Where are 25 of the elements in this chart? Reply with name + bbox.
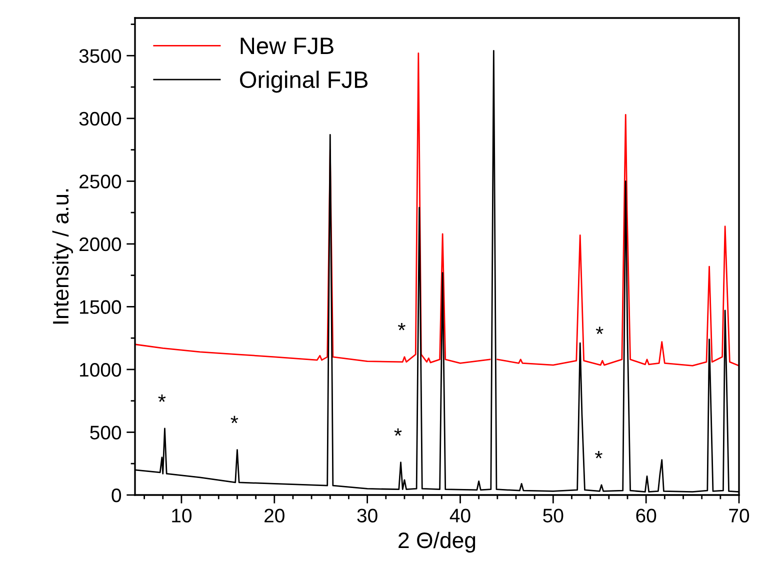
y-tick-label: 3000 xyxy=(79,112,122,126)
y-tick-label: 2000 xyxy=(80,237,122,252)
y-axis-title: Intensity / a.u. xyxy=(52,189,73,324)
x-tick-label: 30 xyxy=(357,508,378,522)
annotation: * xyxy=(230,416,238,424)
x-tick-label: 40 xyxy=(450,508,470,522)
annotation: * xyxy=(594,451,602,458)
y-tick-label: 1500 xyxy=(80,300,122,314)
annotation: * xyxy=(596,326,604,334)
y-tick-label: 3500 xyxy=(79,49,122,63)
legend-label: Original FJB xyxy=(240,70,368,93)
annotation: * xyxy=(398,322,406,330)
y-tick-label: 500 xyxy=(90,426,122,440)
x-tick-label: 70 xyxy=(729,508,750,522)
x-tick-label: 20 xyxy=(264,508,284,522)
y-tick-label: 2500 xyxy=(80,174,122,188)
y-tick-label: 0 xyxy=(112,488,122,502)
x-axis-title: 2 Θ/deg xyxy=(398,532,476,553)
annotation: * xyxy=(158,394,166,402)
x-tick-label: 50 xyxy=(543,508,564,522)
y-tick-label: 1000 xyxy=(80,362,122,377)
legend-label: New FJB xyxy=(240,38,334,54)
annotation: * xyxy=(394,428,402,436)
x-tick-label: 60 xyxy=(636,508,656,522)
x-tick-label: 10 xyxy=(172,508,192,522)
